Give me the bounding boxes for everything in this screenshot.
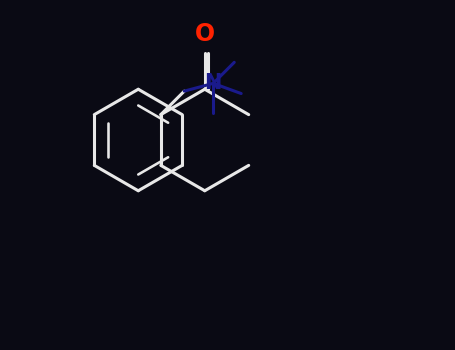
Text: O: O xyxy=(195,22,215,46)
Text: N: N xyxy=(205,74,222,93)
